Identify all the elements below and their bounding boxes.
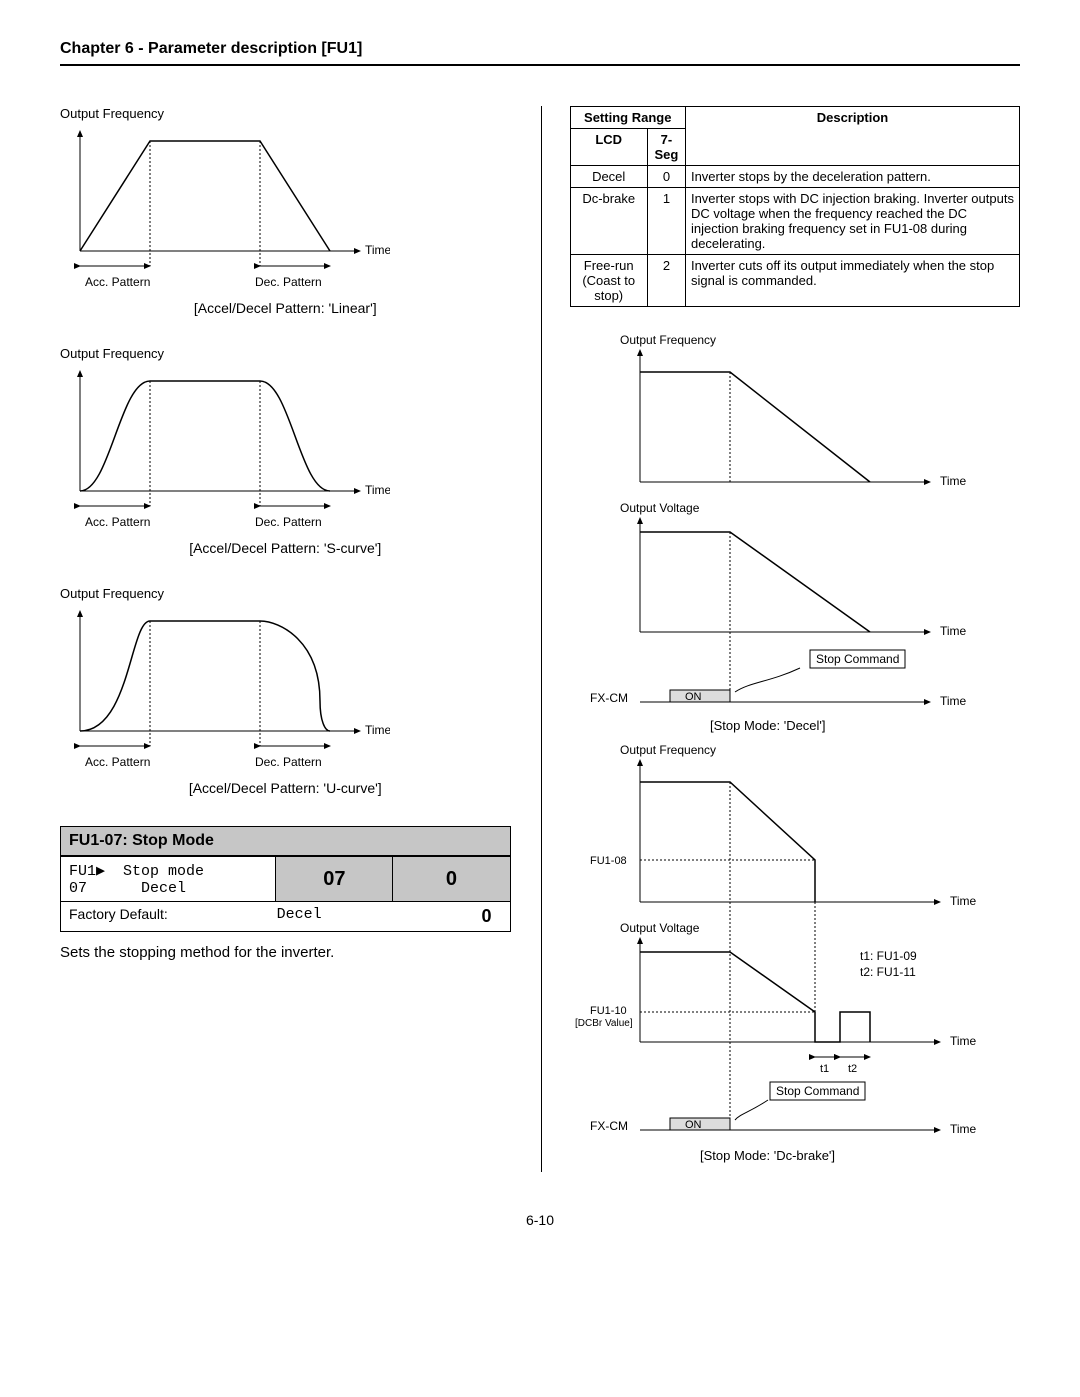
table-row: Free-run (Coast to stop) 2 Inverter cuts… <box>570 255 1020 307</box>
lcd-display: FU1▶ Stop mode 07 Decel <box>61 857 276 901</box>
accel-decel-chart: Output Frequency Time Acc. Pattern Dec. … <box>60 346 511 556</box>
stop-mode-decel-diagram: Output Frequency Time Output Voltage Tim… <box>570 332 1000 742</box>
label-time-1: Time <box>940 474 967 488</box>
label-time-b1: Time <box>950 894 977 908</box>
chart-caption: [Accel/Decel Pattern: 'S-curve'] <box>60 540 511 556</box>
page-number: 6-10 <box>60 1212 1020 1228</box>
svg-text:Time: Time <box>365 723 390 737</box>
factory-default-value: Decel <box>277 906 482 927</box>
label-t2ref: t2: FU1-11 <box>860 965 916 979</box>
factory-default-label: Factory Default: <box>69 906 277 927</box>
chart-svg: Time Acc. Pattern Dec. Pattern <box>60 121 390 296</box>
svg-text:Dec. Pattern: Dec. Pattern <box>255 275 322 289</box>
table-row: Dc-brake 1 Inverter stops with DC inject… <box>570 188 1020 255</box>
label-time-b2: Time <box>950 1034 977 1048</box>
label-time-b3: Time <box>950 1122 977 1136</box>
stop-mode-dcbrake-diagram: Output Frequency FU1-08 Time Output Volt… <box>570 742 1000 1172</box>
factory-default-row: Factory Default: Decel 0 <box>60 902 511 932</box>
parameter-box: FU1▶ Stop mode 07 Decel 07 0 <box>60 856 511 902</box>
seven-seg-val: 0 <box>393 857 509 901</box>
svg-text:Acc. Pattern: Acc. Pattern <box>85 755 150 769</box>
ylabel: Output Frequency <box>60 586 511 601</box>
right-column: Setting Range Description LCD 7-Seg Dece… <box>541 106 1021 1172</box>
accel-decel-chart: Output Frequency Time Acc. Pattern Dec. … <box>60 106 511 316</box>
chart-caption: [Accel/Decel Pattern: 'U-curve'] <box>60 780 511 796</box>
cell-lcd: Dc-brake <box>570 188 647 255</box>
parameter-description: Sets the stopping method for the inverte… <box>60 944 511 961</box>
cell-7seg: 1 <box>647 188 685 255</box>
svg-text:Dec. Pattern: Dec. Pattern <box>255 755 322 769</box>
cell-lcd: Decel <box>570 166 647 188</box>
table-row: Decel 0 Inverter stops by the decelerati… <box>570 166 1020 188</box>
header-rule <box>60 64 1020 66</box>
label-on: ON <box>685 691 702 703</box>
cell-7seg: 2 <box>647 255 685 307</box>
label-output-freq: Output Frequency <box>620 333 716 347</box>
label-t1: t1 <box>820 1063 829 1075</box>
settings-table: Setting Range Description LCD 7-Seg Dece… <box>570 106 1021 307</box>
svg-text:Time: Time <box>365 243 390 257</box>
svg-text:Acc. Pattern: Acc. Pattern <box>85 275 150 289</box>
label-dcbr: [DCBr Value] <box>575 1018 633 1029</box>
cell-7seg: 0 <box>647 166 685 188</box>
svg-text:Time: Time <box>365 483 390 497</box>
cell-desc: Inverter cuts off its output immediately… <box>685 255 1019 307</box>
chart-caption: [Accel/Decel Pattern: 'Linear'] <box>60 300 511 316</box>
label-fu108: FU1-08 <box>590 855 627 867</box>
caption-dcbrake: [Stop Mode: 'Dc-brake'] <box>700 1148 835 1163</box>
cell-lcd: Free-run (Coast to stop) <box>570 255 647 307</box>
chart-svg: Time Acc. Pattern Dec. Pattern <box>60 361 390 536</box>
ylabel: Output Frequency <box>60 106 511 121</box>
lcd-line2: 07 Decel <box>69 880 186 897</box>
label-stop-command: Stop Command <box>816 652 899 666</box>
chapter-title: Chapter 6 - Parameter description [FU1] <box>60 40 1020 58</box>
svg-text:Dec. Pattern: Dec. Pattern <box>255 515 322 529</box>
label-on-b: ON <box>685 1119 702 1131</box>
left-column: Output Frequency Time Acc. Pattern Dec. … <box>60 106 511 1172</box>
label-fxcm: FX-CM <box>590 691 628 705</box>
label-time-2: Time <box>940 624 967 638</box>
label-output-volt-b: Output Voltage <box>620 921 700 935</box>
label-output-volt: Output Voltage <box>620 501 700 515</box>
seven-seg-code: 07 <box>276 857 393 901</box>
lcd-line1: FU1▶ Stop mode <box>69 863 204 880</box>
th-7seg: 7-Seg <box>647 129 685 166</box>
svg-text:Acc. Pattern: Acc. Pattern <box>85 515 150 529</box>
label-time-3: Time <box>940 694 967 708</box>
th-setting-range: Setting Range <box>570 107 685 129</box>
chart-svg: Time Acc. Pattern Dec. Pattern <box>60 601 390 776</box>
cell-desc: Inverter stops with DC injection braking… <box>685 188 1019 255</box>
label-output-freq-b: Output Frequency <box>620 743 716 757</box>
accel-decel-chart: Output Frequency Time Acc. Pattern Dec. … <box>60 586 511 796</box>
section-title-bar: FU1-07: Stop Mode <box>60 826 511 856</box>
caption-decel: [Stop Mode: 'Decel'] <box>710 718 826 733</box>
ylabel: Output Frequency <box>60 346 511 361</box>
factory-default-num: 0 <box>481 906 501 927</box>
cell-desc: Inverter stops by the deceleration patte… <box>685 166 1019 188</box>
label-stop-command-b: Stop Command <box>776 1084 859 1098</box>
label-fxcm-b: FX-CM <box>590 1119 628 1133</box>
th-description: Description <box>685 107 1019 166</box>
label-t2: t2 <box>848 1063 857 1075</box>
th-lcd: LCD <box>570 129 647 166</box>
label-fu110: FU1-10 <box>590 1005 627 1017</box>
label-t1ref: t1: FU1-09 <box>860 949 917 963</box>
